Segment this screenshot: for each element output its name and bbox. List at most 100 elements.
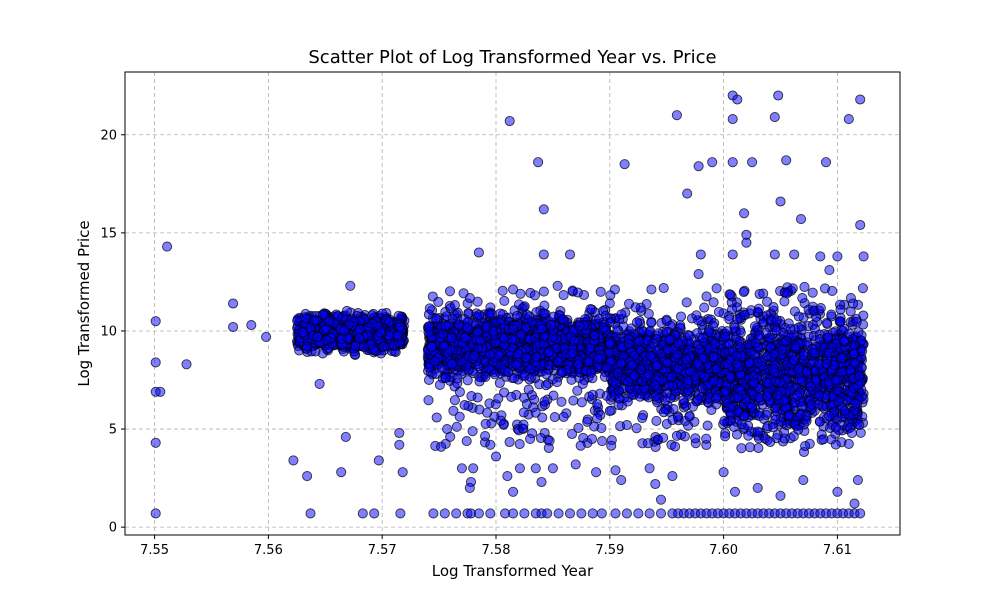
data-point	[466, 391, 477, 402]
data-point	[623, 298, 635, 309]
data-point	[530, 407, 541, 418]
data-point	[779, 433, 790, 444]
data-point	[839, 335, 850, 346]
data-point	[736, 419, 747, 430]
data-point	[431, 412, 442, 423]
data-point	[439, 508, 450, 519]
data-point	[446, 333, 457, 344]
data-point	[449, 395, 460, 406]
data-point	[375, 327, 386, 338]
data-point	[835, 304, 846, 315]
data-point	[558, 290, 569, 301]
data-point	[367, 318, 378, 329]
data-point	[793, 311, 804, 322]
data-point	[658, 282, 669, 294]
data-point	[587, 508, 598, 519]
data-point	[744, 442, 756, 453]
data-point	[623, 339, 634, 350]
data-point	[708, 376, 719, 387]
data-point	[626, 360, 637, 371]
data-point	[642, 438, 653, 449]
data-point	[722, 358, 733, 369]
data-point	[673, 338, 684, 349]
data-point	[521, 399, 532, 410]
data-point	[314, 378, 325, 389]
data-point	[481, 321, 492, 333]
data-point	[518, 407, 529, 418]
data-point	[521, 352, 532, 363]
data-point	[761, 391, 773, 402]
data-point	[643, 369, 655, 380]
data-point	[850, 398, 861, 409]
data-point	[549, 412, 560, 423]
data-point	[846, 428, 857, 439]
data-point	[302, 471, 313, 482]
data-point	[473, 508, 484, 519]
data-point	[569, 335, 580, 346]
data-point	[797, 293, 808, 304]
data-point	[373, 455, 384, 466]
data-point	[621, 419, 632, 431]
data-point	[629, 370, 640, 381]
data-point	[813, 390, 825, 401]
data-point	[292, 315, 303, 326]
data-point	[150, 437, 161, 448]
data-point	[800, 440, 811, 452]
data-point	[395, 508, 406, 519]
data-point	[585, 304, 596, 315]
data-point	[621, 508, 632, 519]
data-point	[790, 341, 801, 352]
data-point	[474, 404, 485, 415]
chart-title: Scatter Plot of Log Transformed Year vs.…	[308, 47, 716, 68]
data-point	[583, 357, 594, 368]
data-point	[801, 367, 812, 378]
data-point	[586, 367, 597, 378]
data-point	[661, 326, 672, 337]
data-point	[446, 358, 457, 369]
data-point	[711, 392, 722, 403]
data-point	[575, 440, 586, 451]
data-point	[858, 310, 869, 321]
data-point	[442, 347, 453, 358]
data-point	[566, 374, 577, 385]
data-point	[228, 321, 239, 333]
data-point	[493, 350, 504, 361]
data-point	[587, 389, 598, 400]
data-point	[711, 283, 722, 294]
data-point	[615, 358, 626, 369]
data-point	[288, 455, 299, 466]
data-point	[793, 322, 804, 333]
data-point	[423, 321, 434, 332]
data-point	[162, 241, 173, 252]
data-point	[772, 390, 783, 401]
data-point	[485, 349, 496, 360]
data-point	[701, 433, 712, 444]
data-point	[610, 508, 621, 519]
data-point	[228, 298, 239, 309]
data-point	[548, 390, 559, 401]
data-point	[830, 375, 841, 386]
data-point	[305, 508, 316, 519]
data-point	[777, 344, 788, 355]
data-point	[499, 295, 510, 306]
data-point	[694, 344, 705, 355]
data-point	[708, 320, 719, 331]
data-point	[150, 357, 161, 368]
data-point	[574, 321, 585, 332]
data-point	[538, 286, 549, 297]
data-point	[552, 280, 563, 291]
data-point	[771, 315, 783, 326]
data-point	[495, 308, 506, 319]
data-point	[650, 391, 661, 402]
data-point	[683, 345, 694, 356]
data-point	[449, 300, 460, 311]
data-point	[739, 310, 750, 321]
data-point	[744, 357, 755, 368]
data-point	[706, 404, 717, 416]
data-point	[474, 376, 485, 387]
data-point	[725, 371, 736, 382]
data-point	[429, 356, 440, 367]
data-point	[713, 306, 724, 317]
data-point	[798, 350, 809, 361]
data-point	[485, 508, 496, 519]
